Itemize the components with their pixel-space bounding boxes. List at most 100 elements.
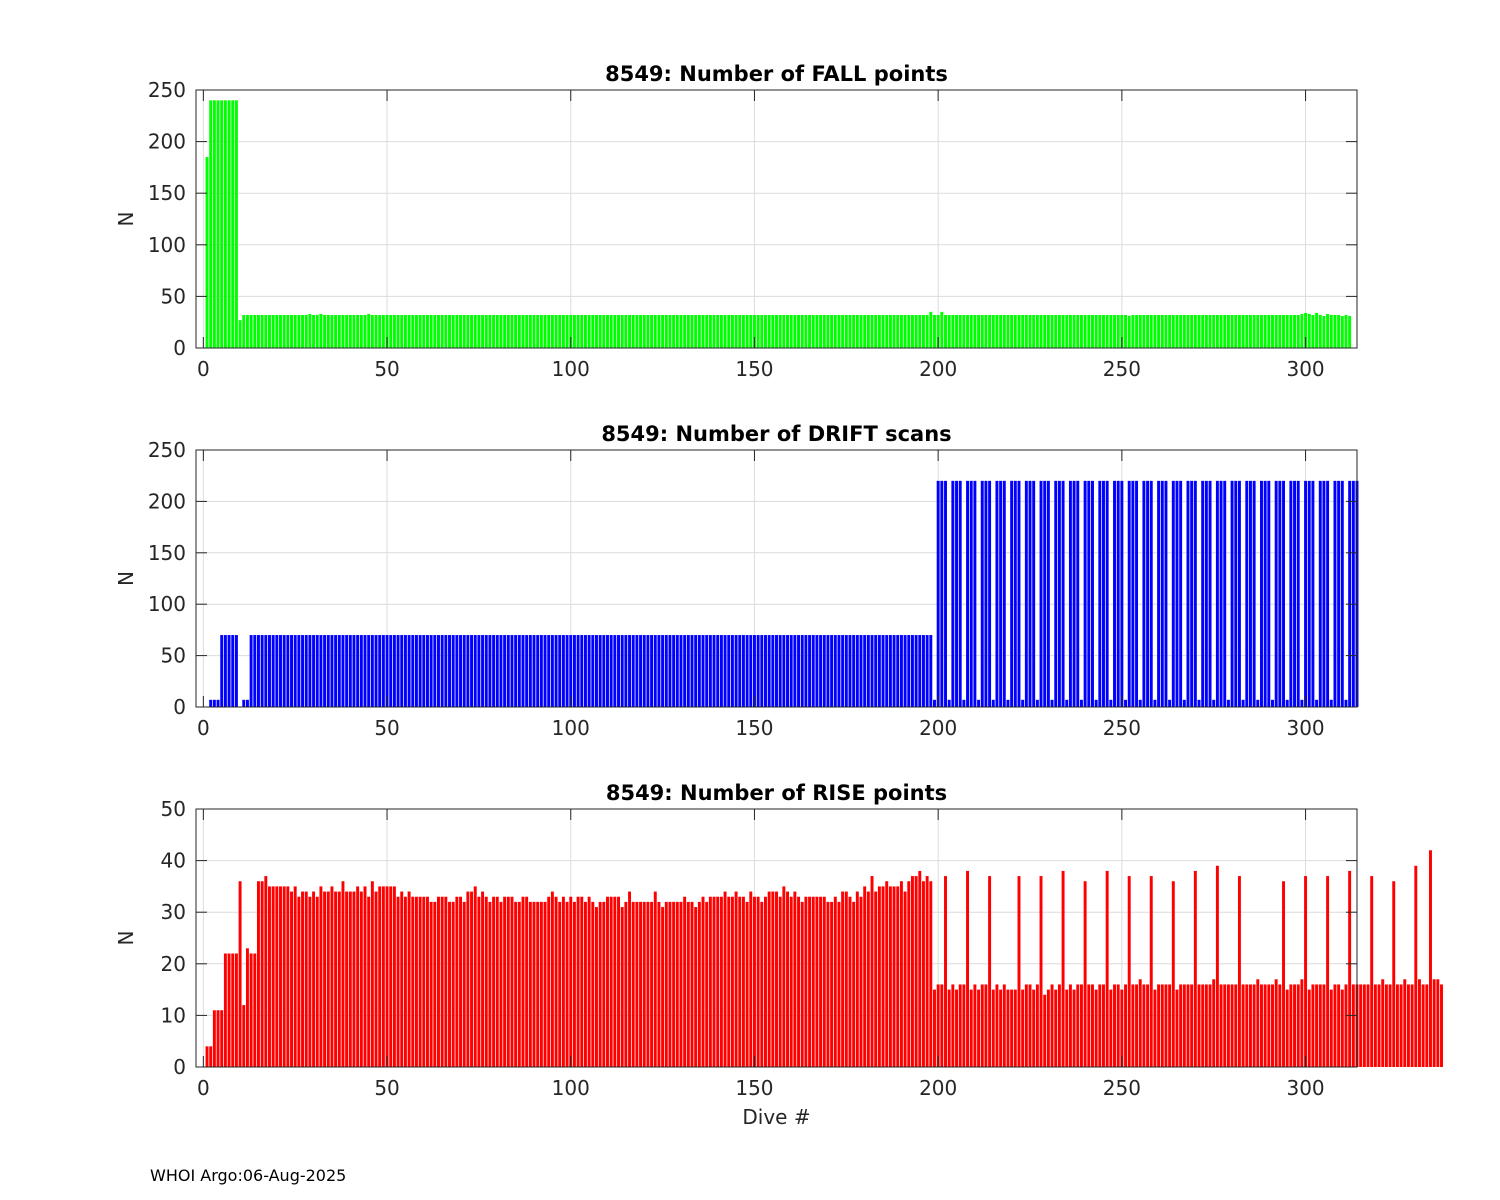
drift-bar bbox=[499, 635, 503, 707]
fall-bar bbox=[756, 314, 760, 348]
fall-bar bbox=[422, 314, 426, 348]
fall-bar bbox=[877, 314, 881, 348]
rise-bar bbox=[874, 891, 878, 1067]
drift-bar bbox=[356, 635, 360, 707]
rise-bar bbox=[506, 896, 510, 1067]
drift-bar bbox=[234, 635, 238, 707]
rise-bar bbox=[319, 886, 323, 1067]
drift-bar bbox=[694, 635, 698, 707]
rise-x-tick-label: 300 bbox=[1286, 1076, 1324, 1100]
fall-bar bbox=[223, 100, 227, 348]
drift-bar bbox=[966, 480, 970, 707]
drift-bar bbox=[418, 635, 422, 707]
drift-bar bbox=[661, 635, 665, 707]
fall-bar bbox=[933, 314, 936, 348]
fall-bar bbox=[734, 314, 738, 348]
rise-bar bbox=[782, 886, 786, 1067]
fall-bar bbox=[708, 314, 712, 348]
fall-bar bbox=[389, 314, 393, 348]
fall-bar bbox=[367, 313, 371, 348]
drift-bar bbox=[437, 635, 440, 707]
rise-bar bbox=[301, 891, 305, 1067]
drift-bar bbox=[1237, 480, 1241, 707]
drift-bar bbox=[550, 635, 554, 707]
fall-bar bbox=[789, 314, 793, 348]
fall-bar bbox=[1322, 316, 1326, 348]
fall-bar bbox=[293, 314, 297, 348]
drift-bar bbox=[984, 480, 988, 707]
fall-bar bbox=[418, 314, 422, 348]
fall-bar bbox=[804, 314, 808, 348]
drift-bar bbox=[561, 635, 565, 707]
drift-bar bbox=[848, 635, 852, 707]
rise-bar bbox=[1204, 984, 1208, 1067]
rise-bar bbox=[1212, 979, 1216, 1067]
rise-bar bbox=[1318, 984, 1322, 1067]
fall-bar bbox=[249, 314, 253, 348]
drift-bar bbox=[492, 635, 496, 707]
rise-bar bbox=[392, 886, 396, 1067]
drift-bar bbox=[745, 635, 749, 707]
fall-bar bbox=[253, 314, 257, 348]
fall-bar bbox=[1186, 314, 1190, 348]
rise-bar bbox=[811, 896, 815, 1067]
fall-bar bbox=[1348, 316, 1352, 348]
drift-bar bbox=[212, 699, 216, 707]
drift-bar bbox=[293, 635, 297, 707]
rise-bar bbox=[1410, 984, 1414, 1067]
drift-bar bbox=[672, 635, 676, 707]
fall-bar bbox=[543, 314, 547, 348]
drift-bar bbox=[925, 635, 929, 707]
drift-y-tick-label: 250 bbox=[148, 438, 186, 462]
fall-bar bbox=[429, 314, 433, 348]
fall-bar bbox=[1263, 314, 1267, 348]
fall-bar bbox=[1113, 314, 1116, 348]
fall-bar bbox=[966, 314, 970, 348]
fall-bar bbox=[650, 314, 654, 348]
drift-bar bbox=[833, 635, 837, 707]
rise-bar bbox=[877, 886, 881, 1067]
rise-bar bbox=[925, 876, 929, 1067]
fall-bar bbox=[319, 313, 323, 348]
rise-bar bbox=[705, 901, 709, 1067]
rise-bar bbox=[1226, 984, 1230, 1067]
rise-bar bbox=[488, 901, 492, 1067]
rise-bar bbox=[1285, 989, 1289, 1067]
drift-x-tick-label: 100 bbox=[552, 716, 590, 740]
drift-bar bbox=[477, 635, 481, 707]
rise-bar bbox=[958, 984, 962, 1067]
rise-bar bbox=[367, 896, 371, 1067]
fall-bar bbox=[1120, 314, 1124, 348]
rise-bar bbox=[1304, 876, 1308, 1067]
drift-bar bbox=[1285, 699, 1289, 707]
rise-bar bbox=[1039, 876, 1043, 1067]
rise-bar bbox=[1377, 984, 1381, 1067]
drift-bar bbox=[1116, 480, 1120, 707]
drift-bar bbox=[1109, 699, 1113, 707]
rise-bar bbox=[1072, 989, 1076, 1067]
drift-bar bbox=[264, 635, 268, 707]
fall-bar bbox=[944, 314, 947, 348]
rise-bar bbox=[1351, 984, 1355, 1067]
drift-bar bbox=[1065, 699, 1069, 707]
rise-bar bbox=[1237, 876, 1241, 1067]
rise-bar bbox=[459, 896, 462, 1067]
rise-bar bbox=[631, 901, 635, 1067]
drift-bar bbox=[1083, 480, 1087, 707]
drift-bar bbox=[1208, 480, 1212, 707]
rise-bar bbox=[561, 896, 565, 1067]
fall-bar bbox=[499, 314, 503, 348]
drift-bar bbox=[991, 699, 995, 707]
fall-bar bbox=[624, 314, 628, 348]
rise-bar bbox=[1024, 984, 1028, 1067]
fall-bar bbox=[1083, 314, 1087, 348]
drift-bar bbox=[609, 635, 613, 707]
fall-bar bbox=[451, 314, 455, 348]
drift-bar bbox=[628, 635, 632, 707]
rise-bar bbox=[936, 984, 940, 1067]
fall-bar bbox=[947, 314, 951, 348]
rise-bar bbox=[822, 896, 826, 1067]
fall-bar bbox=[220, 100, 224, 348]
drift-bar bbox=[245, 699, 249, 707]
fall-bar bbox=[348, 314, 352, 348]
